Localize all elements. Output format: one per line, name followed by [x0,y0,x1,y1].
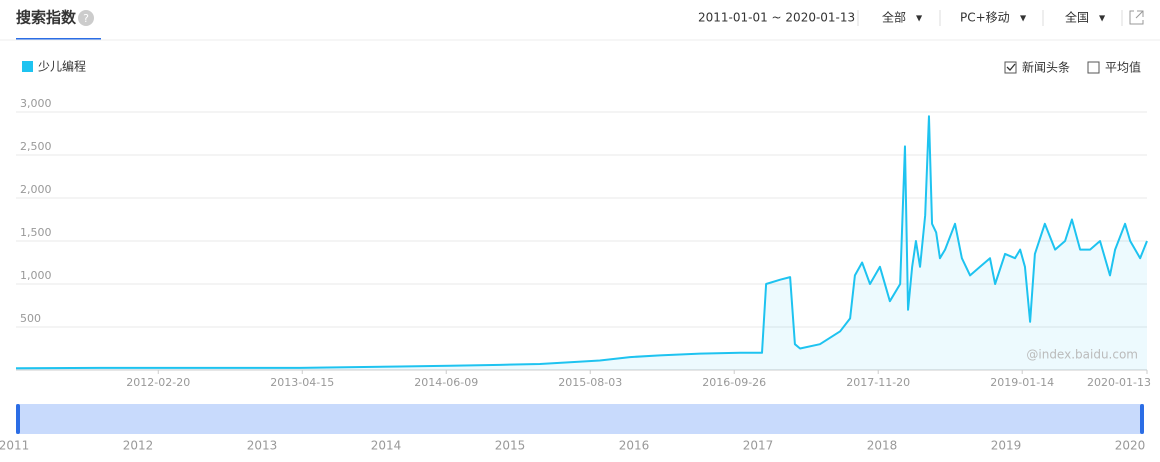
series-area [16,116,1147,370]
help-icon[interactable] [78,10,94,26]
dropdown-arrow: ▼ [1020,14,1027,23]
checkmark [1006,63,1016,71]
title-underline [16,38,101,40]
x-tick-label: 2012-02-20 [126,376,190,389]
brush-year-label: 2014 [371,439,402,453]
checkbox[interactable] [1004,61,1017,74]
brush-year-label: 2020 [1115,439,1146,453]
legend-swatch [22,61,33,72]
help-text[interactable]: ? [83,12,89,25]
brush-handle[interactable] [16,404,20,434]
watermark: @index.baidu.com [1026,348,1138,362]
brush-year-label: 2016 [619,439,650,453]
x-tick-label: 2015-08-03 [558,376,622,389]
dropdown-arrow: ▼ [916,14,923,23]
dropdown-arrow: ▼ [1099,14,1106,23]
plot: 500 1,000 1,500 2,000 2,500 3,000 2012-02-20 20… [15,97,1151,389]
checkbox-label[interactable]: 新闻头条 [1022,60,1070,75]
x-tick-label: 2019-01-14 [990,376,1054,389]
y-tick-label: 2,000 [20,183,52,196]
brush-selection[interactable] [16,404,1144,434]
export-icon[interactable] [1129,10,1144,25]
y-tick-label: 1,500 [20,226,52,239]
date-range[interactable]: 2011-01-01 ~ 2020-01-13 [698,11,855,25]
brush-year-label: 2013 [247,439,278,453]
checkbox-label[interactable]: 平均值 [1105,60,1141,75]
brush-year-label: 2011 [0,439,29,453]
filter-dropdown[interactable]: 全部 [882,10,906,25]
brush-year-label: 2012 [123,439,154,453]
series-line [15,115,1148,370]
x-tick-label: 2013-04-15 [270,376,334,389]
checkbox[interactable] [1087,61,1100,74]
legend-label: 少儿编程 [38,59,86,74]
brush-handle[interactable] [1140,404,1144,434]
x-tick-label: 2014-06-09 [414,376,478,389]
brush-year-label: 2017 [743,439,774,453]
filter-dropdown[interactable]: 全国 [1065,10,1089,25]
brush-year-label: 2015 [495,439,526,453]
brush-axis: 2011 2012 2013 2014 2015 2016 2017 2018 2019 2020 [0,439,1145,453]
y-tick-label: 3,000 [20,97,52,110]
y-tick-label: 500 [20,312,41,325]
x-tick-label: 2017-11-20 [846,376,910,389]
filter-dropdown[interactable]: PC+移动 [960,11,1010,25]
x-tick-label: 2020-01-13 [1087,376,1151,389]
brush-year-label: 2019 [991,439,1022,453]
brush-year-label: 2018 [867,439,898,453]
panel-title: 搜索指数 [16,9,77,27]
x-tick-label: 2016-09-26 [702,376,766,389]
y-tick-label: 1,000 [20,269,52,282]
y-tick-label: 2,500 [20,140,52,153]
